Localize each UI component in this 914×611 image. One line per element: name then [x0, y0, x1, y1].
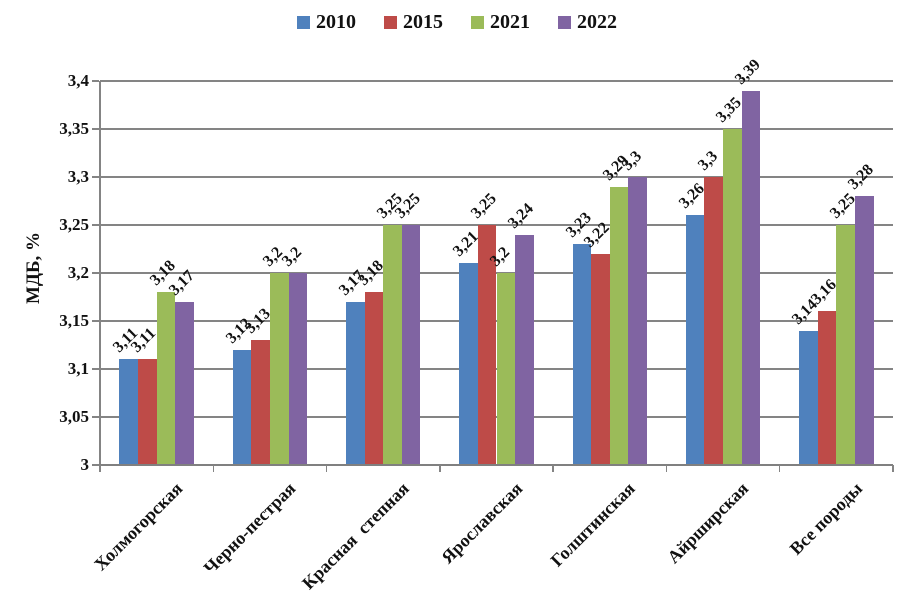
bar-2015: [817, 311, 837, 464]
legend-swatch-2015: [384, 15, 397, 29]
y-tick-label: 3,35: [59, 119, 89, 138]
y-axis-tick: [92, 464, 99, 466]
y-axis-tick: [92, 320, 99, 322]
bar-2010: [459, 263, 478, 464]
gridline: [100, 176, 893, 178]
y-axis-tick: [92, 224, 99, 226]
bar-2015: [477, 225, 497, 464]
category-label: Черно-пестрая: [199, 478, 300, 578]
x-axis-tick: [665, 465, 668, 472]
y-axis-tick: [92, 368, 99, 370]
bar-2015: [251, 340, 270, 464]
bar-2022: [515, 234, 534, 464]
y-tick-label: 3: [80, 455, 90, 474]
x-axis-tick: [778, 465, 781, 472]
bar-2015: [591, 253, 610, 464]
legend-label: 2021: [490, 11, 530, 33]
category-label: Голштинская: [547, 478, 640, 571]
bar-2010: [799, 330, 818, 464]
y-axis-tick: [92, 416, 99, 418]
bar-value-label: 3,39: [731, 55, 764, 88]
legend-item: 2022: [558, 12, 617, 32]
y-tick-label: 3,15: [59, 311, 89, 330]
category-label: Айрширская: [663, 478, 753, 568]
bar-2022: [175, 301, 194, 464]
bar-value-label: 3,24: [505, 199, 538, 232]
bar-2021: [383, 225, 402, 464]
category-label: Красная степная: [297, 478, 413, 594]
y-axis-tick: [92, 176, 99, 178]
bar-2010: [232, 349, 252, 464]
gridline: [100, 128, 893, 130]
legend-label: 2010: [316, 11, 356, 33]
bar-2010: [346, 301, 365, 464]
legend-swatch-2021: [471, 15, 484, 29]
y-tick-label: 3,25: [59, 215, 89, 234]
legend-item: 2021: [471, 12, 530, 32]
bar-2015: [364, 292, 384, 464]
x-axis-line: [99, 464, 893, 466]
y-tick-label: 3,05: [59, 407, 89, 426]
gridline: [100, 224, 893, 226]
bar-2022: [628, 177, 647, 464]
bar-value-label: 3,25: [468, 190, 500, 222]
x-axis-tick: [325, 465, 328, 472]
bar-value-label: 3,3: [694, 147, 721, 174]
bar-2021: [156, 292, 176, 464]
gridline: [100, 80, 893, 82]
x-axis-tick: [892, 465, 894, 472]
category-label: Холмогорская: [89, 478, 187, 575]
x-axis-tick: [99, 465, 101, 472]
bar-value-label: 3,26: [676, 180, 708, 213]
x-axis-tick: [212, 465, 215, 472]
bar-2021: [269, 273, 289, 464]
legend-swatch-2022: [558, 15, 571, 29]
y-axis-tick: [92, 272, 99, 274]
bar-2010: [119, 359, 139, 464]
legend-label: 2015: [403, 11, 443, 33]
bar-2022: [741, 90, 761, 464]
category-label: Ярославская: [436, 478, 526, 568]
bar-2021: [723, 129, 742, 464]
bar-2022: [401, 225, 421, 464]
y-axis-line: [99, 81, 101, 465]
x-axis-tick: [552, 465, 554, 472]
bar-2022: [854, 196, 874, 464]
legend-label: 2022: [577, 11, 617, 33]
bar-2022: [288, 273, 308, 464]
y-axis-tick: [92, 128, 99, 130]
category-label: Все породы: [785, 478, 866, 559]
bar-value-label: 3,2: [278, 243, 305, 270]
x-axis-tick: [439, 465, 441, 472]
legend-item: 2015: [384, 12, 443, 32]
bar-2021: [836, 225, 855, 464]
bar-value-label: 3,21: [449, 228, 482, 261]
bar-value-label: 3,35: [713, 94, 746, 126]
legend-swatch-2010: [297, 15, 310, 29]
chart-legend: 2010 2015 2021 2022: [0, 12, 914, 32]
bar-2015: [704, 177, 724, 464]
bar-value-label: 3,25: [826, 190, 859, 222]
legend-item: 2010: [297, 12, 356, 32]
bar-2021: [496, 273, 516, 464]
bar-2010: [685, 215, 705, 464]
y-axis-tick: [92, 80, 99, 82]
y-tick-label: 3,1: [67, 359, 89, 378]
bar-2021: [609, 186, 629, 464]
y-tick-label: 3,4: [67, 71, 89, 90]
y-tick-label: 3,3: [67, 167, 89, 186]
y-tick-label: 3,2: [67, 263, 89, 282]
bar-2010: [572, 244, 592, 464]
bar-2015: [138, 359, 157, 464]
